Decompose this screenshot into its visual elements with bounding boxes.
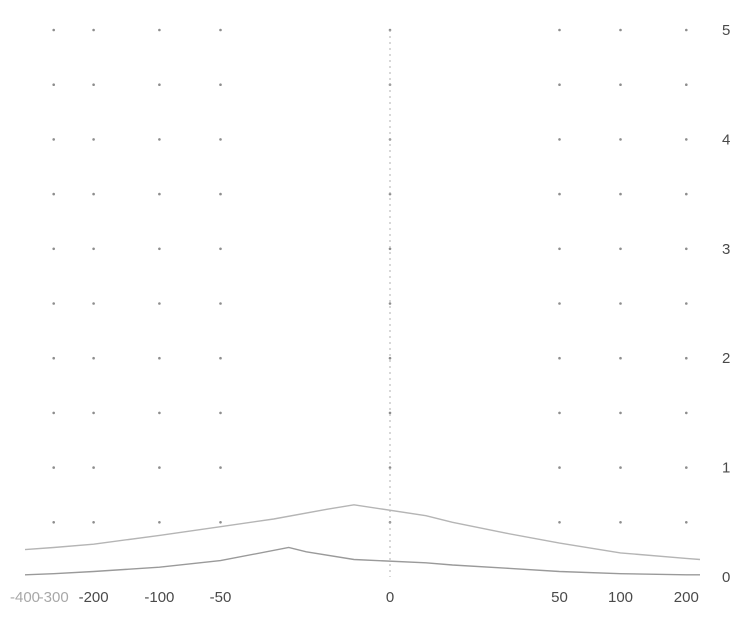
grid-dot <box>685 192 688 196</box>
grid-dot <box>92 83 95 86</box>
grid-dot <box>219 192 222 196</box>
grid-dot <box>219 247 222 251</box>
x-tick-label: 0 <box>386 589 394 606</box>
grid-dot <box>388 466 392 469</box>
grid-dot <box>219 28 222 32</box>
grid-dot <box>388 411 392 415</box>
grid-dot <box>158 138 161 141</box>
grid-dot <box>52 192 55 196</box>
grid-dot <box>619 466 622 469</box>
grid-dot <box>92 356 95 360</box>
grid-dot <box>558 411 561 415</box>
grid-dot <box>219 521 222 524</box>
x-tick-label: -300 <box>39 589 69 606</box>
grid-dot <box>619 138 622 141</box>
grid-dot <box>388 356 392 360</box>
grid-dot <box>685 356 688 360</box>
x-tick-labels: -400-300 -200 -100 -50 0 50 100 200 <box>10 589 699 606</box>
grid-dot <box>388 192 392 196</box>
grid-dot <box>685 466 688 469</box>
x-tick-label: 50 <box>551 589 568 606</box>
grid-dot <box>558 521 561 524</box>
y-tick-label: 3 <box>722 241 730 258</box>
grid-dot <box>92 192 95 196</box>
y-tick-labels: 0 1 2 3 4 5 <box>722 22 730 586</box>
series-line-1 <box>24 504 701 561</box>
grid-dot <box>685 247 688 251</box>
grid-dot <box>219 138 222 141</box>
grid-dot <box>388 247 392 251</box>
x-tick-label: 100 <box>608 589 633 606</box>
grid <box>52 28 688 524</box>
grid-dot <box>52 28 55 32</box>
grid-dot <box>685 83 688 86</box>
grid-dot <box>92 28 95 32</box>
y-tick-label: 0 <box>722 569 730 586</box>
grid-dot <box>558 247 561 251</box>
grid-dot <box>158 28 161 32</box>
grid-dot <box>619 192 622 196</box>
grid-dot <box>92 302 95 305</box>
grid-dot <box>219 302 222 305</box>
x-tick-label: -200 <box>79 589 109 606</box>
grid-dot <box>52 302 55 305</box>
grid-dot <box>52 247 55 251</box>
grid-dot <box>52 138 55 141</box>
grid-dot <box>52 411 55 415</box>
x-tick-label: -100 <box>144 589 174 606</box>
grid-dot <box>619 356 622 360</box>
grid-dot <box>388 302 392 305</box>
x-tick-label: -400 <box>10 589 40 606</box>
grid-dot <box>219 356 222 360</box>
grid-dot <box>158 83 161 86</box>
grid-dot <box>219 466 222 469</box>
grid-dot <box>619 28 622 32</box>
grid-dot <box>158 411 161 415</box>
grid-dot <box>219 411 222 415</box>
y-tick-label: 1 <box>722 460 730 477</box>
grid-dot <box>558 83 561 86</box>
grid-dot <box>52 466 55 469</box>
grid-dot <box>92 411 95 415</box>
grid-dot <box>92 138 95 141</box>
grid-dot <box>92 521 95 524</box>
grid-dot <box>685 521 688 524</box>
grid-dot <box>158 302 161 305</box>
grid-dot <box>52 521 55 524</box>
grid-dot <box>685 302 688 305</box>
y-tick-label: 5 <box>722 22 730 39</box>
y-tick-label: 4 <box>722 131 730 148</box>
grid-dot <box>52 356 55 360</box>
grid-dot <box>558 356 561 360</box>
grid-dot <box>52 83 55 86</box>
grid-dot <box>619 411 622 415</box>
series-group <box>24 504 701 576</box>
grid-dot <box>92 247 95 251</box>
grid-dot <box>685 411 688 415</box>
y-tick-label: 2 <box>722 350 730 367</box>
grid-dot <box>158 521 161 524</box>
grid-dot <box>558 28 561 32</box>
grid-dot <box>219 83 222 86</box>
grid-dot <box>158 356 161 360</box>
grid-dot <box>619 302 622 305</box>
grid-dot <box>558 302 561 305</box>
grid-dot <box>558 466 561 469</box>
grid-dot <box>92 466 95 469</box>
x-tick-label: 200 <box>674 589 699 606</box>
grid-dot <box>685 28 688 32</box>
grid-dot <box>619 521 622 524</box>
x-tick-label: -50 <box>210 589 232 606</box>
grid-dot <box>158 466 161 469</box>
grid-dot <box>558 192 561 196</box>
grid-dot <box>619 83 622 86</box>
grid-dot <box>158 192 161 196</box>
grid-dot <box>158 247 161 251</box>
series-line-2 <box>24 546 700 576</box>
grid-dot <box>558 138 561 141</box>
grid-dot <box>685 138 688 141</box>
grid-dot <box>619 247 622 251</box>
